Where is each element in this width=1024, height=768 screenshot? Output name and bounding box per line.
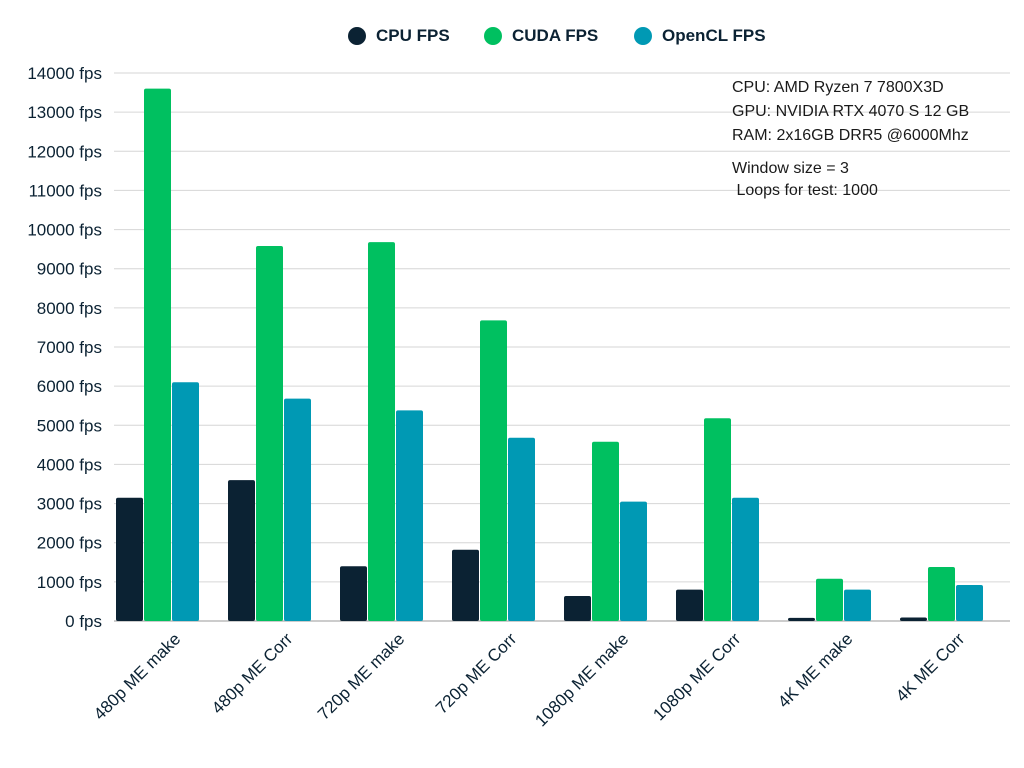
y-tick-label: 4000 fps xyxy=(37,455,102,474)
bar xyxy=(928,566,955,621)
bar xyxy=(564,595,591,621)
bar xyxy=(284,398,311,621)
bar xyxy=(620,501,647,621)
y-tick-label: 12000 fps xyxy=(27,142,102,161)
system-info-block: CPU: AMD Ryzen 7 7800X3D GPU: NVIDIA RTX… xyxy=(732,76,969,148)
bar xyxy=(452,549,479,621)
bar xyxy=(788,617,815,621)
bar xyxy=(340,566,367,621)
info-gpu: GPU: NVIDIA RTX 4070 S 12 GB xyxy=(732,103,970,120)
bar xyxy=(368,242,395,621)
bar xyxy=(508,437,535,621)
info-ram: RAM: 2x16GB DRR5 @6000Mhz xyxy=(732,127,969,144)
test-params-block: Window size = 3 Loops for test: 1000 xyxy=(732,158,878,202)
bar xyxy=(676,589,703,621)
legend-item-opencl: OpenCL FPS xyxy=(634,26,766,46)
x-tick-label: 4K ME make xyxy=(774,629,856,711)
bar xyxy=(732,497,759,621)
bar xyxy=(256,246,283,622)
legend-swatch-cuda xyxy=(484,27,502,45)
y-tick-label: 11000 fps xyxy=(29,181,102,200)
legend-label-opencl: OpenCL FPS xyxy=(662,26,766,45)
legend-label-cpu: CPU FPS xyxy=(376,26,450,45)
y-tick-label: 14000 fps xyxy=(27,64,102,83)
x-tick-label: 1080p ME make xyxy=(531,629,632,730)
legend-item-cuda: CUDA FPS xyxy=(484,26,598,46)
y-tick-label: 5000 fps xyxy=(37,416,102,435)
x-tick-label: 720p ME Corr xyxy=(432,629,520,717)
y-tick-label: 8000 fps xyxy=(37,299,102,318)
y-tick-label: 6000 fps xyxy=(37,377,102,396)
chart-legend: CPU FPS CUDA FPS OpenCL FPS xyxy=(0,26,1024,52)
bar xyxy=(816,578,843,621)
legend-swatch-cpu xyxy=(348,27,366,45)
y-tick-label: 10000 fps xyxy=(27,221,102,240)
info-loops: Loops for test: 1000 xyxy=(732,182,878,199)
info-window-size: Window size = 3 xyxy=(732,160,849,177)
x-tick-label: 480p ME make xyxy=(90,629,184,723)
y-tick-label: 13000 fps xyxy=(27,103,102,122)
bar xyxy=(844,589,871,621)
y-tick-label: 2000 fps xyxy=(37,534,102,553)
bar xyxy=(592,441,619,621)
bar xyxy=(396,410,423,621)
bar xyxy=(116,497,143,621)
bar xyxy=(144,88,171,621)
bar xyxy=(228,480,255,621)
legend-item-cpu: CPU FPS xyxy=(348,26,450,46)
bar xyxy=(172,382,199,621)
y-tick-label: 7000 fps xyxy=(37,338,102,357)
bar xyxy=(900,617,927,621)
bar xyxy=(480,320,507,621)
y-tick-label: 1000 fps xyxy=(37,573,102,592)
bar xyxy=(704,418,731,621)
x-tick-label: 720p ME make xyxy=(314,629,408,723)
legend-swatch-opencl xyxy=(634,27,652,45)
x-tick-label: 1080p ME Corr xyxy=(649,629,744,724)
y-tick-label: 0 fps xyxy=(65,612,102,631)
y-tick-label: 3000 fps xyxy=(37,495,102,514)
legend-label-cuda: CUDA FPS xyxy=(512,26,599,45)
x-tick-label: 480p ME Corr xyxy=(208,629,296,717)
y-tick-label: 9000 fps xyxy=(37,260,102,279)
x-tick-label: 4K ME Corr xyxy=(892,629,968,705)
bar xyxy=(956,584,983,621)
info-cpu: CPU: AMD Ryzen 7 7800X3D xyxy=(732,79,944,96)
